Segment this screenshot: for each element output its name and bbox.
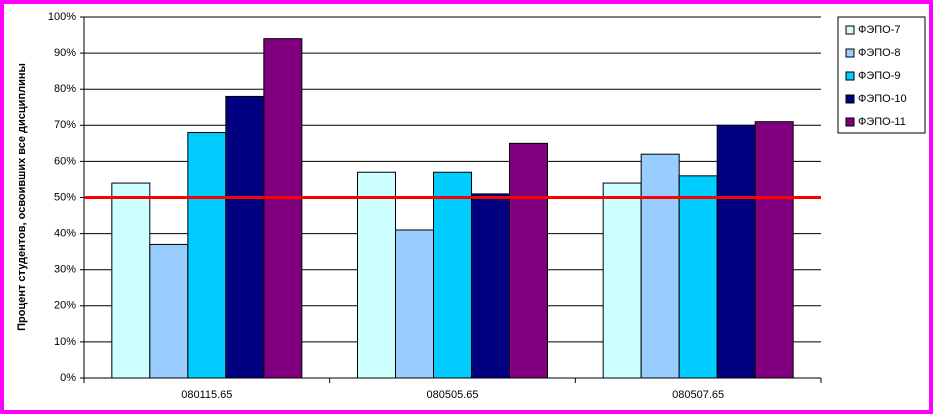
bar (433, 171, 472, 379)
y-tick-label: 60% (54, 155, 76, 167)
y-tick-label: 70% (54, 119, 76, 131)
bar (225, 95, 265, 379)
legend-label: ФЭПО-10 (858, 93, 907, 105)
legend-swatch (845, 71, 855, 81)
legend-swatch (845, 94, 855, 104)
y-tick-label: 10% (54, 336, 76, 348)
bar (395, 229, 434, 379)
legend-label: ФЭПО-7 (858, 24, 901, 36)
bar (509, 142, 548, 379)
bar (640, 153, 680, 379)
y-tick-label: 50% (54, 191, 76, 203)
x-tick-label: 080115.65 (181, 389, 232, 401)
y-tick-label: 0% (60, 372, 76, 384)
x-tick-label: 080507.65 (672, 389, 724, 401)
legend-swatch (845, 48, 855, 58)
x-tick-label: 080505.65 (427, 389, 479, 401)
bar (678, 175, 718, 379)
legend-label: ФЭПО-9 (858, 70, 901, 82)
legend-label: ФЭПО-8 (858, 47, 901, 59)
y-tick-label: 20% (54, 300, 76, 312)
y-axis-label: Процент студентов, освоивших все дисципл… (16, 63, 28, 331)
bar (357, 171, 396, 379)
bar (187, 132, 227, 379)
y-tick-label: 30% (54, 264, 76, 276)
bar (149, 243, 189, 379)
bar (602, 182, 642, 379)
bar (263, 38, 303, 379)
legend-swatch (845, 25, 855, 35)
bar (754, 121, 794, 379)
legend-label: ФЭПО-11 (858, 116, 906, 128)
legend-swatch (845, 117, 855, 127)
bar (111, 182, 151, 379)
y-tick-label: 100% (48, 11, 76, 23)
bar (471, 193, 510, 379)
y-tick-label: 40% (54, 228, 76, 240)
y-tick-label: 80% (54, 83, 76, 95)
bar (716, 124, 756, 379)
y-tick-label: 90% (54, 47, 76, 59)
